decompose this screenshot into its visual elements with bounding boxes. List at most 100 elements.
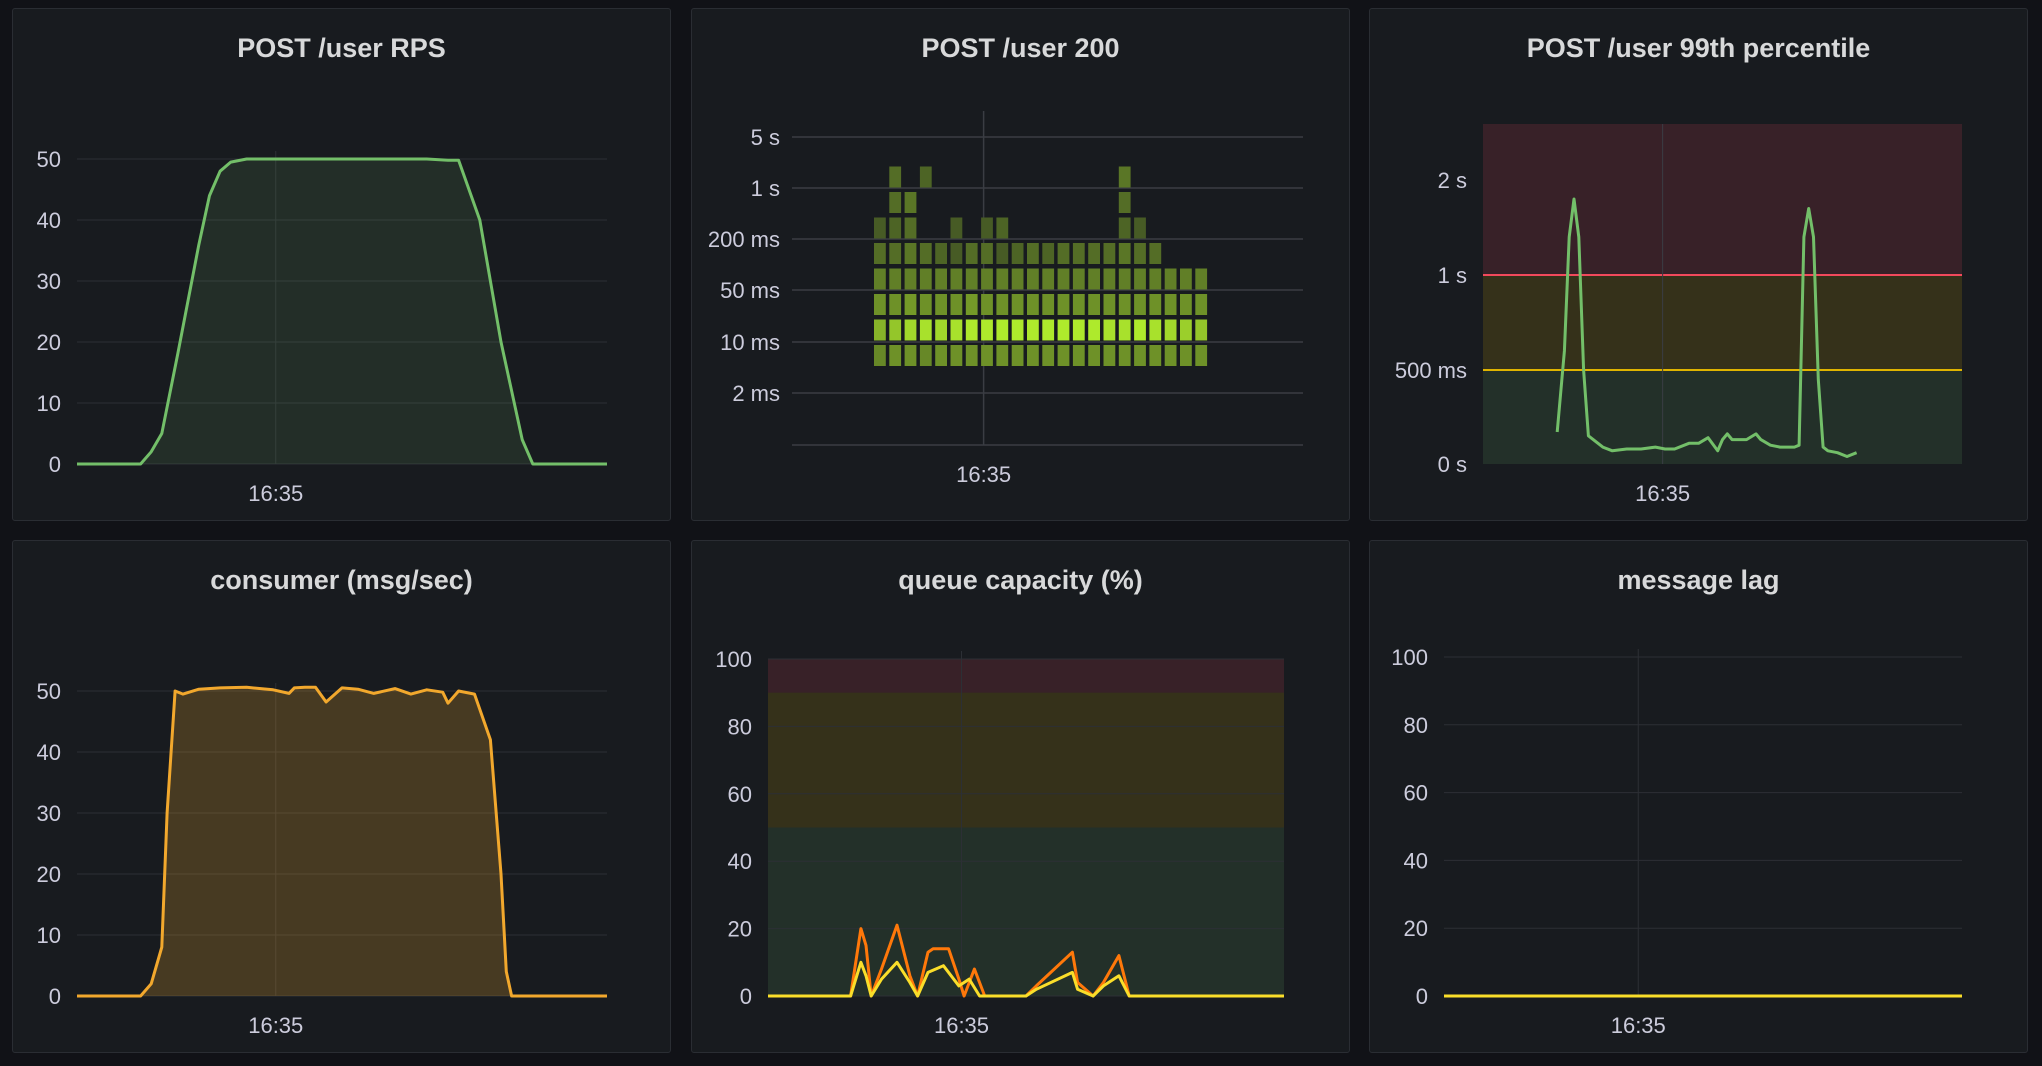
heatmap-cell [1103, 294, 1116, 315]
heatmap-cell [1103, 243, 1116, 264]
chart-rps[interactable]: 0 10 20 30 40 50 16:35 [13, 9, 672, 522]
heatmap-cell [1042, 268, 1055, 290]
y-tick-label: 60 [728, 782, 752, 807]
panel-consumer[interactable]: consumer (msg/sec) 0 10 20 30 40 50 16:35 [12, 540, 671, 1053]
y-tick-label: 50 [37, 147, 61, 172]
heatmap-cell [1195, 345, 1208, 366]
heatmap-cell [889, 166, 902, 188]
heatmap-cell [1149, 268, 1162, 290]
panel-lag[interactable]: message lag 0 20 40 60 80 100 16:35 [1369, 540, 2028, 1053]
y-tick-label: 30 [37, 269, 61, 294]
heatmap-cell [1027, 345, 1039, 366]
heatmap-cell [1027, 268, 1039, 290]
heatmap-cell [1195, 319, 1208, 341]
panel-title[interactable]: POST /user RPS [237, 33, 446, 63]
y-tick-label: 40 [37, 208, 61, 233]
panel-title[interactable]: POST /user 200 [921, 33, 1120, 63]
heatmap-cell [996, 243, 1009, 264]
heatmap-cell [1088, 319, 1100, 341]
series-line-consumer [77, 685, 607, 998]
y-tick-label: 20 [728, 917, 752, 942]
y-tick-label: 20 [1404, 916, 1428, 941]
heatmap-cell [935, 319, 947, 341]
heatmap-cell [1164, 294, 1177, 315]
heatmap-cell [1088, 243, 1100, 264]
panel-rps[interactable]: POST /user RPS 0 10 20 30 40 50 16:35 [12, 8, 671, 521]
heatmap-cell [1042, 319, 1055, 341]
y-tick-label: 200 ms [708, 227, 780, 252]
y-tick-label: 1 s [751, 176, 780, 201]
heatmap-cell [1134, 319, 1146, 341]
panel-title[interactable]: message lag [1617, 565, 1780, 595]
heatmap-cell [1027, 294, 1039, 315]
heatmap-cell [1164, 319, 1177, 341]
heatmap-cell [1057, 294, 1070, 315]
heatmap-cell [981, 319, 993, 341]
y-tick-label: 40 [728, 849, 752, 874]
heatmap-cell [1072, 243, 1085, 264]
chart-queue[interactable]: 0 20 40 60 80 100 16:35 [692, 541, 1351, 1054]
heatmap-cell [1072, 345, 1085, 366]
heatmap-cell [950, 345, 963, 366]
panel-p99[interactable]: POST /user 99th percentile 0 s 500 ms 1 s 2… [1369, 8, 2028, 521]
heatmap-cell [1118, 192, 1131, 213]
heatmap-cell [1042, 345, 1055, 366]
chart-p99[interactable]: 0 s 500 ms 1 s 2 s 16:35 [1370, 9, 2029, 522]
y-tick-label: 0 s [1438, 452, 1467, 477]
chart-lag[interactable]: 0 20 40 60 80 100 16:35 [1370, 541, 2029, 1054]
panel-title[interactable]: queue capacity (%) [898, 565, 1143, 595]
series-area-rps [77, 159, 607, 464]
heatmap-cell [950, 319, 963, 341]
heatmap-cell [981, 268, 993, 290]
heatmap-cell [1057, 243, 1070, 264]
panel-title[interactable]: POST /user 99th percentile [1526, 33, 1871, 63]
y-tick-label: 20 [37, 330, 61, 355]
heatmap-cell [965, 345, 978, 366]
heatmap-cell [1180, 294, 1192, 315]
heatmap-cell [889, 294, 902, 315]
series-area-consumer [77, 687, 607, 996]
heatmap-cell [889, 345, 902, 366]
heatmap-cell [919, 166, 932, 188]
heatmap-cell [904, 319, 917, 341]
heatmap-cell [1103, 319, 1116, 341]
heatmap-cell [904, 217, 917, 239]
chart-consumer[interactable]: 0 10 20 30 40 50 16:35 [13, 541, 672, 1054]
heatmap-cell [996, 345, 1009, 366]
heatmap-cell [1057, 319, 1070, 341]
heatmap-cell [1118, 345, 1131, 366]
y-tick-label: 50 ms [720, 278, 780, 303]
heatmap-cell [1011, 243, 1024, 264]
y-tick-label: 500 ms [1395, 358, 1467, 383]
heatmap-cell [904, 345, 917, 366]
heatmap-cell [919, 294, 932, 315]
heatmap-cell [981, 345, 993, 366]
y-tick-label: 100 [1391, 645, 1428, 670]
panel-post-200[interactable]: POST /user 200 5 s 1 s 200 ms 50 ms 10 ms 2 m… [691, 8, 1350, 521]
y-tick-label: 20 [37, 862, 61, 887]
heatmap-cell [1118, 217, 1131, 239]
heatmap-cell [1149, 345, 1162, 366]
heatmap-cell [935, 345, 947, 366]
y-tick-label: 40 [1404, 848, 1428, 873]
panel-queue[interactable]: queue capacity (%) 0 20 40 60 80 100 16:35 [691, 540, 1350, 1053]
heatmap-cell [889, 243, 902, 264]
heatmap-cell [1057, 268, 1070, 290]
heatmap-cell [1027, 243, 1039, 264]
heatmap-cell [965, 319, 978, 341]
heatmap-cell [889, 268, 902, 290]
heatmap-cell [996, 217, 1009, 239]
heatmap-cell [981, 243, 993, 264]
heatmap-cell [1072, 319, 1085, 341]
heatmap-cell [1195, 294, 1208, 315]
heatmap-cell [1011, 319, 1024, 341]
panel-title[interactable]: consumer (msg/sec) [210, 565, 473, 595]
heatmap-cell [874, 294, 886, 315]
heatmap-cell [1118, 243, 1131, 264]
heatmap-cell [1011, 268, 1024, 290]
chart-post-200[interactable]: 5 s 1 s 200 ms 50 ms 10 ms 2 ms 16:35 [692, 9, 1351, 522]
heatmap-cell [1011, 294, 1024, 315]
heatmap-cell [1118, 166, 1131, 188]
heatmap-cell [1103, 268, 1116, 290]
heatmap-cell [965, 294, 978, 315]
